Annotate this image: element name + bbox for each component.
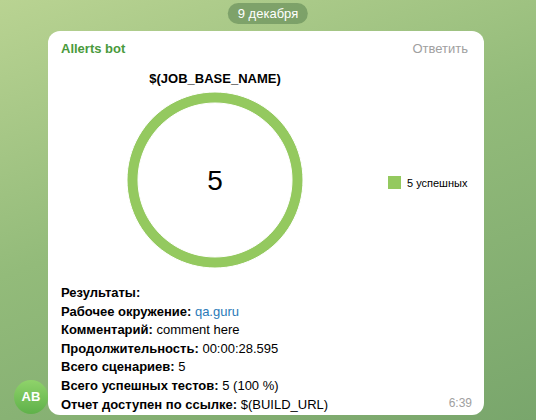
html-text:Ответить: Ответить <box>412 41 468 56</box>
html-text:Отчет доступен по ссылке: $(BU: Отчет доступен по ссылке: $(BUILD_URL) <box>61 396 329 412</box>
html-text:Всего сценариев: 5: Всего сценариев: 5 <box>61 359 186 375</box>
html-text:Allerts bot: Allerts bot <box>61 41 126 56</box>
html-text:Всего успешных тестов: 5 (100: Всего успешных тестов: 5 (100 %) <box>61 378 279 393</box>
html-text:AB: AB <box>21 389 41 404</box>
html-text:Результаты:: Результаты: <box>61 285 141 300</box>
html-text:Продолжительность: 00:00:28.59: Продолжительность: 00:00:28.595 <box>61 340 279 356</box>
svg-text:5 успешных: 5 успешных <box>407 177 468 189</box>
html-text:Комментарий: comment here: Комментарий: comment here <box>61 322 240 338</box>
svg-text:$(JOB_BASE_NAME): $(JOB_BASE_NAME) <box>149 71 280 86</box>
html-text:Рабочее окружение: qa.guru: Рабочее окружение: qa.guru <box>61 303 239 319</box>
svg-text:5: 5 <box>207 165 223 196</box>
html-text:6:39: 6:39 <box>448 396 472 410</box>
html-text:9 декабря: 9 декабря <box>237 6 299 21</box>
